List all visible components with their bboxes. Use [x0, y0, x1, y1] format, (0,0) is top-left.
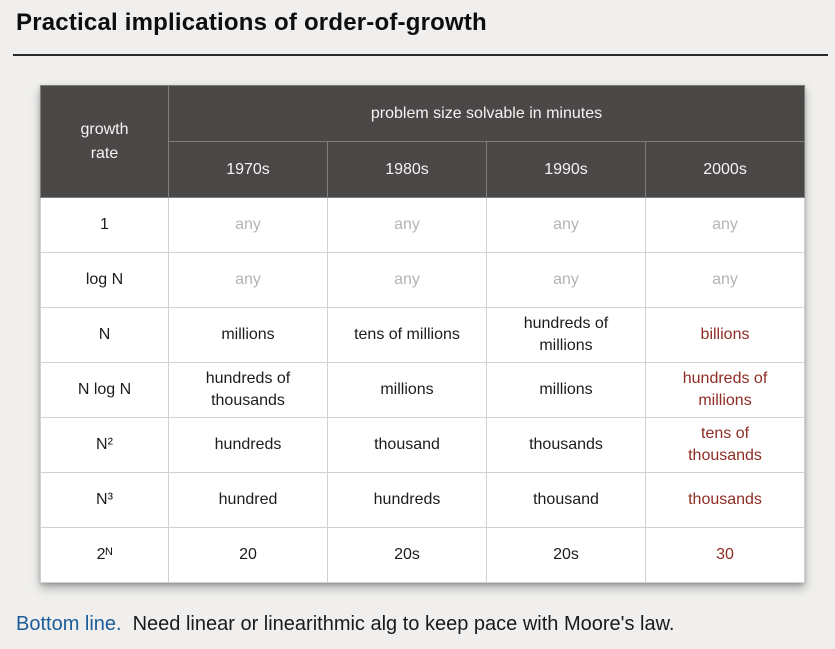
value-cell: hundreds of thousands — [168, 362, 328, 418]
value-cell: tens of millions — [327, 307, 487, 363]
value-cell: any — [644, 252, 806, 308]
value-cell: hundreds — [168, 417, 328, 473]
title-divider — [13, 54, 828, 56]
growth-table: growth rate problem size solvable in min… — [40, 85, 806, 583]
value-cell: any — [644, 197, 806, 253]
value-cell: hundreds of millions — [486, 307, 646, 363]
row-label: log N — [40, 252, 169, 308]
bottom-line: Bottom line. Need linear or linearithmic … — [16, 611, 674, 637]
value-cell: billions — [644, 307, 806, 363]
table-row-n: N millions tens of millions hundreds of … — [40, 307, 806, 363]
value-cell: any — [486, 197, 646, 253]
value-cell: 30 — [644, 527, 806, 583]
row-label: 1 — [40, 197, 169, 253]
page-title: Practical implications of order-of-growt… — [16, 9, 487, 36]
row-label: N³ — [40, 472, 169, 528]
value-cell: 20s — [327, 527, 487, 583]
column-header-1980s: 1980s — [327, 141, 487, 198]
value-cell: thousand — [327, 417, 487, 473]
table-row-n3: N³ hundred hundreds thousand thousands — [40, 472, 806, 528]
group-header-problem-size: problem size solvable in minutes — [167, 85, 806, 142]
table-header: growth rate problem size solvable in min… — [40, 85, 806, 198]
value-cell: millions — [327, 362, 487, 418]
value-cell: hundred — [168, 472, 328, 528]
value-cell: any — [168, 197, 328, 253]
value-cell: any — [327, 252, 487, 308]
value-cell: hundreds — [327, 472, 487, 528]
table-row-logn: log N any any any any — [40, 252, 806, 308]
value-cell: tens of thousands — [644, 417, 806, 473]
row-label: N log N — [40, 362, 169, 418]
value-cell: millions — [486, 362, 646, 418]
value-cell: thousands — [486, 417, 646, 473]
table-body: 1 any any any any log N any any any any … — [40, 197, 806, 583]
value-cell: thousands — [644, 472, 806, 528]
value-cell: millions — [168, 307, 328, 363]
table-row-nlogn: N log N hundreds of thousands millions m… — [40, 362, 806, 418]
table-header-row-decades: 1970s 1980s 1990s 2000s — [41, 141, 806, 198]
row-label: 2ᴺ — [40, 527, 169, 583]
table-row-2n: 2ᴺ 20 20s 20s 30 — [40, 527, 806, 583]
value-cell: hundreds of millions — [644, 362, 806, 418]
corner-header-growth-rate: growth rate — [40, 85, 169, 198]
bottom-line-lead: Bottom line. — [16, 613, 122, 635]
value-cell: any — [168, 252, 328, 308]
value-cell: 20s — [486, 527, 646, 583]
column-header-2000s: 2000s — [644, 141, 806, 198]
row-label: N — [40, 307, 169, 363]
table-row-constant: 1 any any any any — [40, 197, 806, 253]
bottom-line-text: Need linear or linearithmic alg to keep … — [132, 613, 675, 635]
table-header-row-group: growth rate problem size solvable in min… — [40, 85, 806, 198]
column-header-1970s: 1970s — [168, 141, 328, 198]
value-cell: 20 — [168, 527, 328, 583]
value-cell: any — [486, 252, 646, 308]
value-cell: thousand — [486, 472, 646, 528]
value-cell: any — [327, 197, 487, 253]
column-header-1990s: 1990s — [486, 141, 646, 198]
table-row-n2: N² hundreds thousand thousands tens of t… — [40, 417, 806, 473]
row-label: N² — [40, 417, 169, 473]
